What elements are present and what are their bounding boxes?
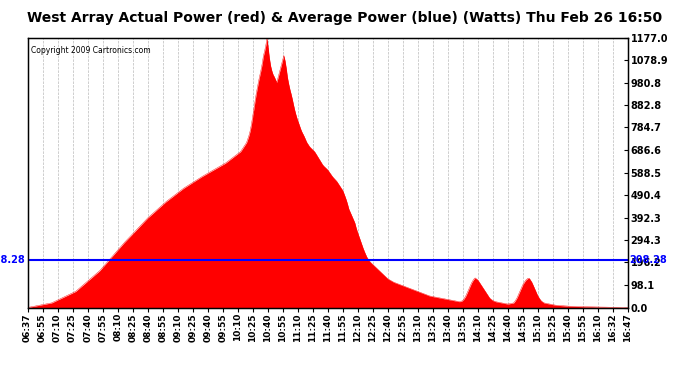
Text: Copyright 2009 Cartronics.com: Copyright 2009 Cartronics.com [30,46,150,55]
Text: 208.28: 208.28 [629,255,667,265]
Text: 208.28: 208.28 [0,255,25,265]
Text: West Array Actual Power (red) & Average Power (blue) (Watts) Thu Feb 26 16:50: West Array Actual Power (red) & Average … [28,11,662,25]
